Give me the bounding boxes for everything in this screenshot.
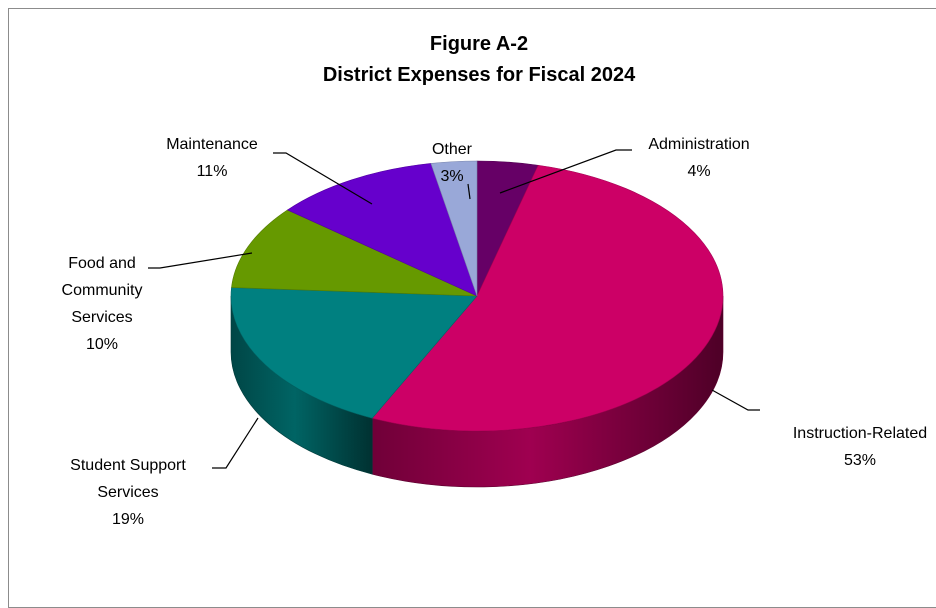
leader-line-other xyxy=(467,183,471,200)
slice-label-instruction-related: Instruction-Related 53% xyxy=(793,425,927,469)
pie-slice-other xyxy=(430,160,478,297)
chart-title: Figure A-2 xyxy=(430,33,528,55)
chart-subtitle: District Expenses for Fiscal 2024 xyxy=(323,64,636,86)
slice-label-maintenance: Maintenance 11% xyxy=(166,136,258,180)
leader-lines xyxy=(148,149,760,469)
slice-name-administration: Administration xyxy=(648,136,749,153)
slice-label-other: Other 3% xyxy=(432,141,473,185)
pie-slice-student-support-services xyxy=(230,287,478,419)
slice-name-student-support-services: Services xyxy=(97,484,158,501)
slice-name-student-support-services: Student Support xyxy=(70,457,186,474)
slice-name-food-and-community-services: Services xyxy=(71,309,132,326)
leader-line-instruction-related xyxy=(711,389,760,411)
pie-slice-instruction-related xyxy=(371,164,724,432)
pie-slice-maintenance xyxy=(286,163,478,297)
slice-label-student-support-services: Student Support Services 19% xyxy=(70,457,186,528)
slice-label-administration: Administration 4% xyxy=(648,136,749,180)
slice-name-other: Other xyxy=(432,141,473,158)
slice-name-instruction-related: Instruction-Related xyxy=(793,425,927,442)
slice-percent-administration: 4% xyxy=(687,163,710,180)
slice-labels: Administration 4% Instruction-Related 53% St… xyxy=(62,136,928,528)
slice-name-maintenance: Maintenance xyxy=(166,136,258,153)
slice-percent-student-support-services: 19% xyxy=(112,511,144,528)
leader-line-maintenance xyxy=(273,152,373,205)
slice-percent-food-and-community-services: 10% xyxy=(86,336,118,353)
leader-line-student-support-services xyxy=(212,417,259,469)
slice-percent-other: 3% xyxy=(440,168,463,185)
slice-percent-maintenance: 11% xyxy=(197,163,228,180)
leader-line-food-and-community-services xyxy=(148,252,253,269)
slice-name-food-and-community-services: Food and xyxy=(68,255,136,272)
slice-percent-instruction-related: 53% xyxy=(844,452,876,469)
slice-label-food-and-community-services: Food and Community Services 10% xyxy=(62,255,143,353)
leader-line-administration xyxy=(499,149,632,194)
pie-slice-food-and-community-services xyxy=(231,209,478,297)
pie-top xyxy=(230,160,724,432)
slice-name-food-and-community-services: Community xyxy=(62,282,143,299)
